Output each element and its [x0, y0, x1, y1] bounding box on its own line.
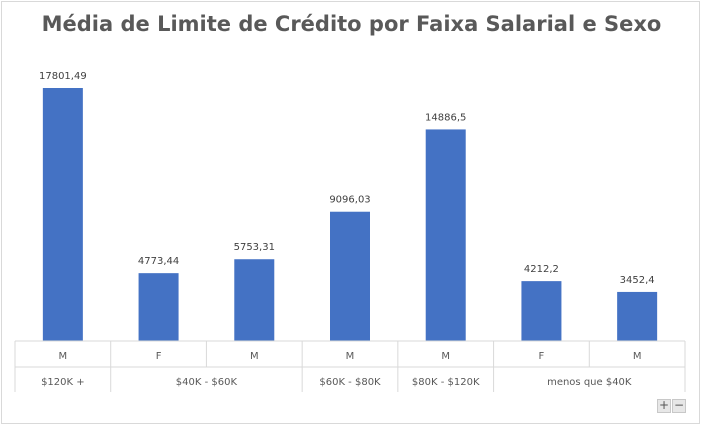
x-tick-label: M: [250, 351, 259, 362]
zoom-out-button[interactable]: −: [672, 398, 686, 413]
bar-2: [138, 273, 179, 341]
bar-5: [425, 129, 466, 341]
bar-3: [234, 259, 275, 341]
x-tick-label: M: [346, 351, 355, 362]
data-label: 5753,31: [234, 242, 275, 253]
x-tick-label: M: [633, 351, 642, 362]
x-tick-label: M: [441, 351, 450, 362]
group-label: $40K - $60K: [176, 377, 238, 388]
bar-4: [330, 211, 370, 341]
group-label: $80K - $120K: [412, 377, 480, 388]
data-label: 9096,03: [329, 195, 370, 206]
x-tick-label: F: [539, 351, 545, 362]
x-tick-label: F: [156, 351, 162, 362]
bar-6: [521, 281, 562, 341]
chart-title: Média de Limite de Crédito por Faixa Sal…: [41, 12, 662, 36]
data-label: 4212,2: [524, 264, 559, 275]
group-label: $120K +: [41, 377, 85, 388]
zoom-in-button[interactable]: +: [657, 398, 671, 413]
bar-7: [617, 291, 658, 341]
x-tick-label: M: [59, 351, 68, 362]
group-label: menos que $40K: [547, 377, 632, 388]
bar-1: [42, 88, 83, 341]
data-label: 4773,44: [138, 256, 179, 267]
data-label: 3452,4: [620, 275, 655, 286]
data-label: 14886,5: [425, 112, 466, 123]
data-label: 17801,49: [39, 71, 87, 82]
group-label: $60K - $80K: [319, 377, 381, 388]
